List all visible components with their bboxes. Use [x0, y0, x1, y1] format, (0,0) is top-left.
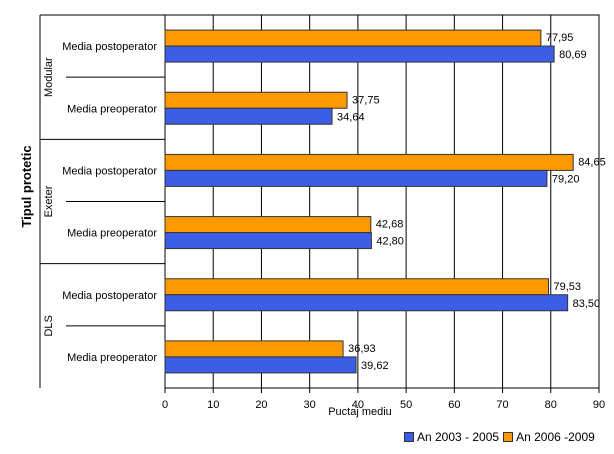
data-label-0-1-series-0: 34,64: [337, 111, 365, 123]
data-label-1-1-series-0: 42,80: [376, 236, 404, 248]
x-tick-label-1: 10: [207, 399, 219, 411]
data-label-2-1-series-0: 39,62: [361, 360, 389, 372]
data-label-0-1-series-1: 37,75: [352, 94, 380, 106]
group-label-2: DLS: [43, 315, 55, 336]
data-label-1-0-series-1: 84,65: [578, 156, 606, 168]
bar-2-1-series-0: [164, 356, 357, 374]
data-label-2-0-series-1: 79,53: [554, 281, 582, 293]
data-label-1-1-series-1: 42,68: [376, 219, 404, 231]
legend-item-series-1: An 2006 -2009: [503, 430, 595, 444]
legend-item-series-0: An 2003 - 2005: [404, 430, 499, 444]
bar-1-1-series-1: [164, 216, 372, 234]
x-axis-title: Puctaj mediu: [328, 406, 392, 418]
plot-area: [164, 14, 600, 389]
category-label-0-1: Media preoperator: [67, 103, 157, 115]
data-label-0-0-series-1: 77,95: [546, 32, 574, 44]
bar-2-0-series-1: [164, 278, 550, 296]
category-label-1-0: Media postoperator: [62, 165, 157, 177]
bar-2-1-series-1: [164, 340, 344, 358]
legend-label-series-1: An 2006 -2009: [516, 430, 595, 444]
x-tick-label-4: 40: [352, 399, 364, 411]
x-tick-label-3: 30: [304, 399, 316, 411]
group-label-1: Exeter: [43, 185, 55, 217]
legend-swatch-series-0: [404, 432, 414, 442]
bar-1-0-series-0: [164, 169, 548, 187]
bar-1-1-series-0: [164, 232, 372, 250]
data-label-2-1-series-1: 36,93: [348, 343, 376, 355]
category-label-1-1: Media preoperator: [67, 228, 157, 240]
data-label-0-0-series-0: 80,69: [559, 49, 587, 61]
x-tick-label-5: 50: [400, 399, 412, 411]
x-tick-label-9: 90: [593, 399, 605, 411]
legend: An 2003 - 2005 An 2006 -2009: [404, 430, 599, 444]
x-tick-label-0: 0: [162, 399, 168, 411]
group-label-0: Modular: [43, 57, 55, 97]
x-tick-label-6: 60: [448, 399, 460, 411]
bar-1-0-series-1: [164, 153, 574, 171]
category-label-2-0: Media postoperator: [62, 290, 157, 302]
bar-2-0-series-0: [164, 294, 569, 312]
data-label-1-0-series-0: 79,20: [552, 173, 580, 185]
data-label-2-0-series-0: 83,50: [573, 298, 601, 310]
legend-label-series-0: An 2003 - 2005: [417, 430, 500, 444]
bar-0-0-series-1: [164, 29, 542, 47]
category-label-2-1: Media preoperator: [67, 352, 157, 364]
legend-swatch-series-1: [503, 432, 514, 442]
x-tick-label-2: 20: [255, 399, 267, 411]
bar-0-1-series-0: [164, 107, 333, 125]
x-tick-label-8: 80: [545, 399, 557, 411]
x-tick-label-7: 70: [496, 399, 508, 411]
y-axis-title: Tipul protetic: [19, 145, 34, 227]
bar-0-1-series-1: [164, 91, 348, 109]
bar-0-0-series-0: [164, 45, 555, 63]
category-label-0-0: Media postoperator: [62, 41, 157, 53]
